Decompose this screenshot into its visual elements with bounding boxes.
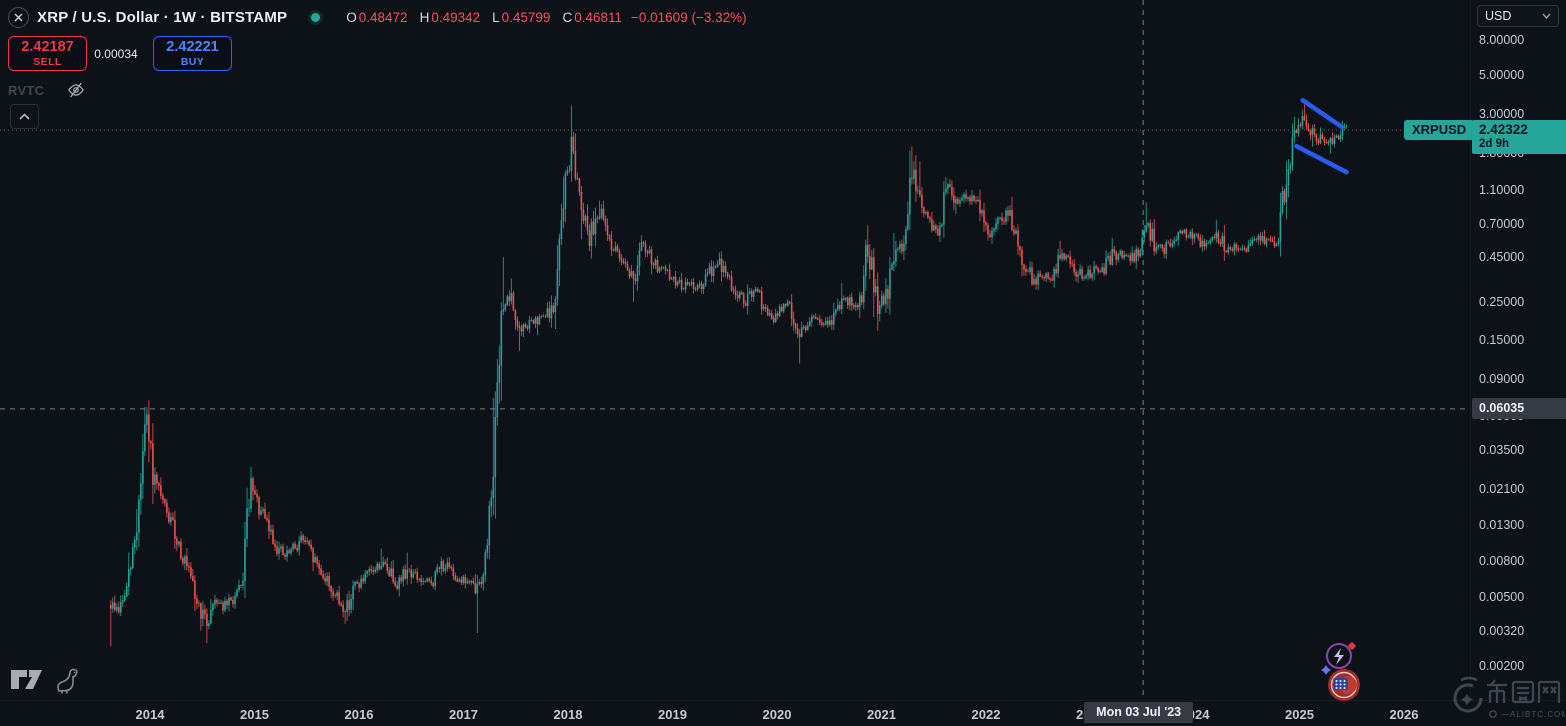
currency-value: USD bbox=[1485, 9, 1512, 23]
change-value: −0.01609 (−3.32%) bbox=[631, 9, 747, 25]
symbol-price-label: XRPUSD bbox=[1404, 120, 1475, 141]
chevron-up-icon bbox=[19, 113, 30, 120]
price-tick-label: 0.02100 bbox=[1479, 481, 1525, 496]
price-scale[interactable]: USD 2.42322 2d 9h 0.06035 8.00000 5.00000… bbox=[1470, 0, 1566, 700]
trendline[interactable] bbox=[1300, 98, 1345, 130]
trade-buttons-row: 2.42187 SELL 0.00034 2.42221 BUY bbox=[8, 36, 232, 71]
close-label: C bbox=[562, 9, 573, 25]
price-tick-label: 0.03500 bbox=[1479, 442, 1525, 457]
year-tick-label: 2021 bbox=[867, 707, 896, 722]
buy-price: 2.42221 bbox=[166, 39, 219, 56]
price-tick-label: 0.00500 bbox=[1479, 589, 1525, 604]
year-tick-label: 2022 bbox=[971, 707, 1001, 722]
price-tick-label: 0.45000 bbox=[1479, 250, 1525, 265]
buy-button[interactable]: 2.42221 BUY bbox=[153, 36, 232, 71]
chevron-down-icon bbox=[1542, 13, 1551, 19]
tradingview-logo[interactable] bbox=[10, 666, 44, 695]
year-tick-label: 2026 bbox=[1389, 707, 1419, 722]
symbol-row: XRP / U.S. Dollar · 1W · BITSTAMP O 0.48… bbox=[8, 6, 747, 28]
price-tick-label: 0.25000 bbox=[1479, 294, 1525, 309]
year-tick-label: 2016 bbox=[344, 707, 374, 722]
eye-off-icon bbox=[68, 82, 85, 98]
high-label: H bbox=[419, 9, 430, 25]
high-value: 0.49342 bbox=[431, 9, 481, 25]
year-tick-label: 2014 bbox=[135, 707, 165, 722]
indicator-legend-row: RVTC bbox=[8, 80, 86, 100]
low-value: 0.45799 bbox=[501, 9, 551, 25]
price-tick-label: 0.00320 bbox=[1479, 623, 1525, 638]
time-scale[interactable]: Mon 03 Jul '23 2014 2015 2016 2017 2018 2019 2… bbox=[0, 700, 1566, 726]
sell-button[interactable]: 2.42187 SELL bbox=[8, 36, 87, 71]
price-tick-label: 0.70000 bbox=[1479, 216, 1525, 231]
open-value: 0.48472 bbox=[358, 9, 408, 25]
symbol-title[interactable]: XRP / U.S. Dollar · 1W · BITSTAMP bbox=[37, 8, 288, 26]
year-tick-label: 2017 bbox=[449, 707, 478, 722]
spread-value: 0.00034 bbox=[94, 46, 138, 61]
hide-indicator-button[interactable] bbox=[66, 80, 86, 100]
year-tick-label: 2015 bbox=[240, 707, 269, 722]
trendline[interactable] bbox=[1294, 143, 1349, 175]
year-tick-label: 2025 bbox=[1285, 707, 1314, 722]
legend-collapse-button[interactable] bbox=[10, 104, 39, 129]
crosshair-time-tag: Mon 03 Jul '23 bbox=[1084, 702, 1194, 723]
close-button[interactable] bbox=[8, 6, 29, 28]
price-tick-label: 8.00000 bbox=[1479, 33, 1525, 47]
flag-badge bbox=[1324, 665, 1364, 710]
indicator-name: RVTC bbox=[8, 82, 45, 98]
price-tick-label: 3.00000 bbox=[1479, 107, 1525, 122]
current-price-tag: 2.42322 2d 9h bbox=[1472, 120, 1566, 155]
sell-label: SELL bbox=[33, 55, 62, 68]
close-value: 0.46811 bbox=[574, 9, 623, 25]
currency-selector[interactable]: USD bbox=[1477, 5, 1559, 27]
open-label: O bbox=[346, 9, 357, 25]
bar-countdown: 2d 9h bbox=[1479, 138, 1510, 151]
price-tick-label: 0.00800 bbox=[1479, 554, 1525, 569]
dinosaur-icon bbox=[52, 664, 84, 701]
lightning-badge bbox=[1318, 638, 1358, 681]
buy-label: BUY bbox=[180, 55, 205, 68]
price-tick-label: 5.00000 bbox=[1479, 68, 1525, 83]
current-price-value: 2.42322 bbox=[1479, 122, 1528, 138]
price-tick-label: 0.01300 bbox=[1479, 517, 1525, 532]
low-label: L bbox=[492, 9, 500, 25]
market-status-icon[interactable] bbox=[311, 12, 321, 22]
price-tick-label: 1.10000 bbox=[1479, 182, 1525, 197]
price-tick-label: 0.15000 bbox=[1479, 333, 1525, 348]
year-tick-label: 2019 bbox=[658, 707, 687, 722]
sell-price: 2.42187 bbox=[21, 39, 74, 56]
crosshair-price-tag: 0.06035 bbox=[1472, 398, 1566, 420]
year-tick-label: 2020 bbox=[762, 707, 792, 722]
price-tick-label: 0.09000 bbox=[1479, 371, 1525, 386]
price-tick-label: 0.00200 bbox=[1479, 659, 1525, 674]
year-tick-label: 2018 bbox=[553, 707, 583, 722]
site-watermark: —ALIBTC.COM— bbox=[1443, 672, 1566, 726]
close-icon bbox=[14, 13, 23, 21]
ohlc-values: O 0.48472 H 0.49342 L 0.45799 C 0.46811 … bbox=[346, 10, 746, 25]
watermark-domain-text: —ALIBTC.COM— bbox=[1501, 710, 1565, 719]
